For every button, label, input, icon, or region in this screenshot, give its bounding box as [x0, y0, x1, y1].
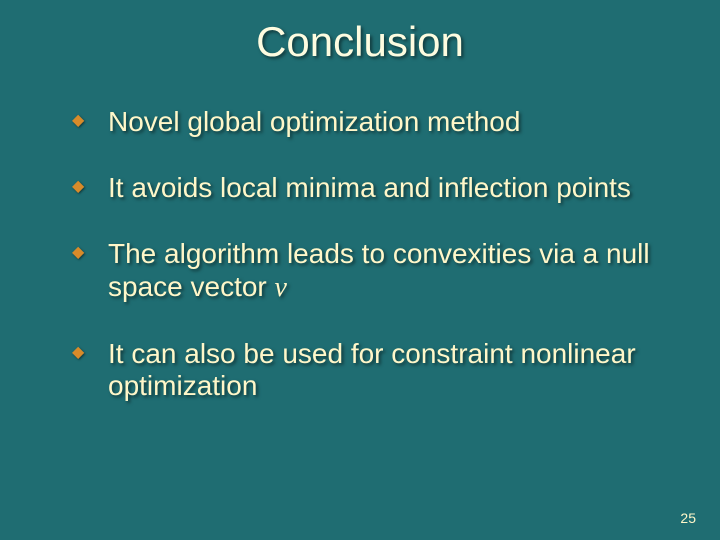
- bullet-text: It can also be used for constraint nonli…: [108, 338, 636, 401]
- list-item: Novel global optimization method: [108, 106, 680, 138]
- page-number: 25: [680, 510, 696, 526]
- vector-symbol: v: [275, 272, 287, 303]
- bullet-text: It avoids local minima and inflection po…: [108, 172, 631, 203]
- list-item: It can also be used for constraint nonli…: [108, 338, 680, 402]
- bullet-text: Novel global optimization method: [108, 106, 520, 137]
- bullet-list: Novel global optimization method It avoi…: [0, 106, 720, 402]
- list-item: It avoids local minima and inflection po…: [108, 172, 680, 204]
- slide: Conclusion Novel global optimization met…: [0, 0, 720, 540]
- list-item: The algorithm leads to convexities via a…: [108, 238, 680, 303]
- bullet-text: The algorithm leads to convexities via a…: [108, 238, 650, 301]
- slide-title: Conclusion: [0, 0, 720, 106]
